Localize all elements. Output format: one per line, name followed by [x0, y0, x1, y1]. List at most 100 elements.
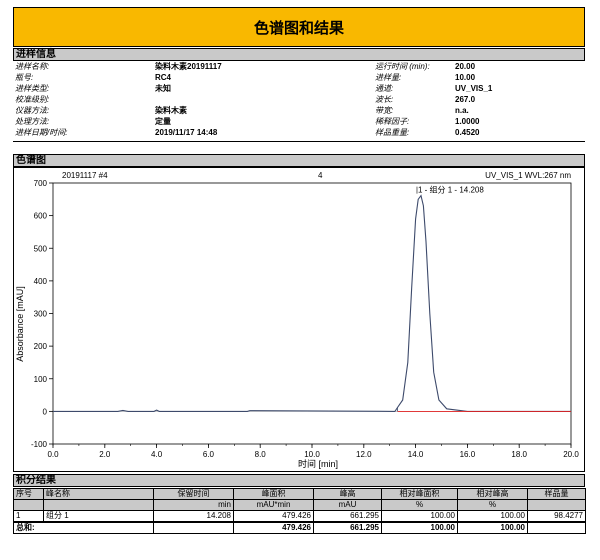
col-header-index: 序号 — [13, 488, 44, 500]
y-tick-label: 100 — [34, 375, 48, 384]
col-header-amount: 样品量 — [527, 488, 586, 500]
col-header-height: 峰高 — [313, 488, 382, 500]
total-row: 总和: 479.426 661.295 100.00 100.00 — [13, 521, 586, 534]
col-header-peak-name: 峰名称 — [43, 488, 154, 500]
col-unit-area: mAU*min — [233, 499, 314, 511]
info-value-injection-volume: 10.00 — [455, 73, 476, 82]
total-height: 661.295 — [313, 521, 382, 534]
info-label-sample-weight: 样品重量: — [375, 128, 410, 137]
col-unit-peak-name — [43, 499, 154, 511]
injection-info-header: 进样信息 — [13, 48, 585, 61]
info-value-vial: RC4 — [155, 73, 172, 82]
x-tick-label: 18.0 — [511, 450, 527, 459]
info-label-run-time: 运行时间 (min): — [375, 62, 430, 71]
injection-info-panel: 进样名称: 染料木素20191117 瓶号: RC4 进样类型: 未知 校准级别… — [13, 62, 585, 147]
peak-label: 1 - 组分 1 - 14.208 — [418, 185, 484, 195]
col-header-rel-area: 相对峰面积 — [381, 488, 458, 500]
chart-frame — [13, 167, 585, 472]
info-value-run-time: 20.00 — [455, 62, 476, 71]
info-value-wavelength: 267.0 — [455, 95, 476, 104]
info-label-dilution: 稀释因子: — [375, 117, 410, 126]
table-row: 1 组分 1 14.208 479.426 661.295 100.00 100… — [13, 510, 586, 523]
chromatogram-trace — [53, 194, 571, 412]
info-value-injection-type: 未知 — [155, 84, 171, 93]
x-axis-label: 时间 [min] — [298, 458, 338, 469]
x-tick-label: 14.0 — [408, 450, 424, 459]
plot-area: -100 0 100 200 300 400 500 600 700 0.0 2.0 4.0 6.0 8.… — [31, 179, 579, 459]
info-label-wavelength: 波长: — [375, 95, 394, 104]
x-tick-label: 10.0 — [304, 450, 320, 459]
x-tick-label: 6.0 — [203, 450, 215, 459]
total-label: 总和: — [13, 521, 154, 534]
results-header-row: 序号 峰名称 保留时间 峰面积 峰高 相对峰面积 相对峰高 样品量 — [13, 488, 586, 500]
report-title: 色谱图和结果 — [13, 7, 585, 47]
y-tick-label: 700 — [34, 179, 48, 188]
info-label-injection-datetime: 进样日期/时间: — [15, 128, 68, 137]
col-header-retention-time: 保留时间 — [153, 488, 234, 500]
results-units-row: min mAU*min mAU % % — [13, 499, 586, 511]
x-tick-label: 12.0 — [356, 450, 372, 459]
cell-rel-area: 100.00 — [381, 510, 458, 523]
info-label-bandwidth: 带宽: — [375, 106, 394, 115]
plot-axes-frame — [52, 182, 572, 445]
y-tick-label: 500 — [34, 244, 48, 253]
info-value-sample-weight: 0.4520 — [455, 128, 480, 137]
chromatogram-chart: 20191117 #4 4 UV_VIS_1 WVL:267 nm -100 0 1… — [13, 167, 585, 472]
chart-header-left: 20191117 #4 — [62, 171, 108, 180]
y-tick-label: 400 — [34, 277, 48, 286]
col-unit-retention-time: min — [153, 499, 234, 511]
chart-header-right: UV_VIS_1 WVL:267 nm — [485, 171, 571, 180]
info-value-dilution: 1.0000 — [455, 117, 480, 126]
info-label-cal-level: 校准级别: — [15, 95, 50, 104]
x-tick-label: 20.0 — [563, 450, 579, 459]
y-tick-label: -100 — [31, 440, 48, 449]
x-tick-label: 4.0 — [151, 450, 163, 459]
info-label-processing-method: 处理方法: — [15, 117, 50, 126]
results-panel: 序号 峰名称 保留时间 峰面积 峰高 相对峰面积 相对峰高 样品量 min mA… — [13, 488, 586, 548]
y-axis-label: Absorbance [mAU] — [15, 286, 25, 362]
x-tick-label: 8.0 — [255, 450, 267, 459]
info-label-vial: 瓶号: — [15, 73, 34, 82]
info-value-injection-name: 染料木素20191117 — [155, 62, 222, 71]
chromatogram-panel: 20191117 #4 4 UV_VIS_1 WVL:267 nm -100 0 1… — [13, 167, 585, 472]
col-unit-rel-height: % — [457, 499, 528, 511]
total-rt-empty — [153, 521, 234, 534]
info-label-instrument-method: 仪器方法: — [15, 106, 50, 115]
y-tick-label: 300 — [34, 310, 48, 319]
cell-index: 1 — [13, 510, 44, 523]
y-tick-label: 0 — [43, 407, 48, 416]
results-table: 序号 峰名称 保留时间 峰面积 峰高 相对峰面积 相对峰高 样品量 min mA… — [13, 488, 586, 534]
col-unit-rel-area: % — [381, 499, 458, 511]
chromatogram-header: 色谱图 — [13, 154, 585, 167]
x-tick-label: 16.0 — [460, 450, 476, 459]
total-rel-height: 100.00 — [457, 521, 528, 534]
cell-area: 479.426 — [233, 510, 314, 523]
chart-header-center: 4 — [318, 171, 323, 180]
info-value-injection-datetime: 2019/11/17 14:48 — [155, 128, 218, 137]
y-tick-label: 200 — [34, 342, 48, 351]
info-value-bandwidth: n.a. — [455, 106, 469, 115]
cell-peak-name: 组分 1 — [43, 510, 154, 523]
x-tick-label: 0.0 — [47, 450, 59, 459]
total-amount-empty — [527, 521, 586, 534]
info-value-channel: UV_VIS_1 — [455, 84, 493, 93]
cell-retention-time: 14.208 — [153, 510, 234, 523]
x-tick-label: 2.0 — [99, 450, 111, 459]
results-header: 积分结果 — [13, 474, 585, 487]
col-unit-amount — [527, 499, 586, 511]
col-header-area: 峰面积 — [233, 488, 314, 500]
total-rel-area: 100.00 — [381, 521, 458, 534]
total-area: 479.426 — [233, 521, 314, 534]
cell-amount: 98.4277 — [527, 510, 586, 523]
cell-rel-height: 100.00 — [457, 510, 528, 523]
info-divider — [13, 141, 585, 142]
col-unit-index — [13, 499, 44, 511]
cell-height: 661.295 — [313, 510, 382, 523]
y-tick-label: 600 — [34, 212, 48, 221]
col-unit-height: mAU — [313, 499, 382, 511]
info-label-injection-volume: 进样量: — [375, 73, 402, 82]
info-label-injection-type: 进样类型: — [15, 84, 50, 93]
col-header-rel-height: 相对峰高 — [457, 488, 528, 500]
info-label-injection-name: 进样名称: — [15, 62, 50, 71]
info-value-processing-method: 定量 — [155, 117, 171, 126]
